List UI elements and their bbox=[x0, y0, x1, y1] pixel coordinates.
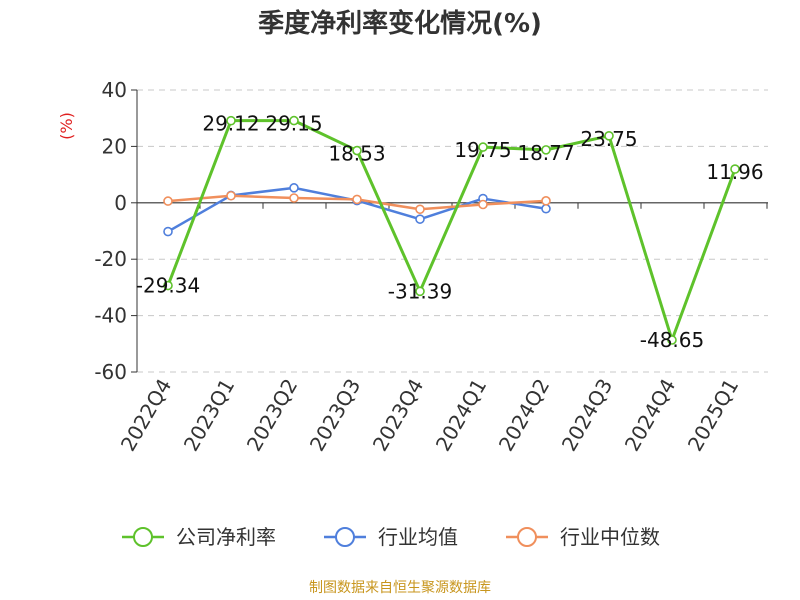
legend-label: 行业中位数 bbox=[560, 525, 660, 549]
source-note: 制图数据来自恒生聚源数据库 bbox=[309, 580, 491, 596]
legend-marker bbox=[133, 527, 153, 547]
x-tick-label: 2025Q1 bbox=[683, 375, 743, 456]
data-point bbox=[541, 203, 551, 214]
data-point bbox=[667, 335, 677, 345]
data-point bbox=[289, 193, 299, 203]
y-tick-label: 0 bbox=[114, 191, 127, 215]
x-tick-label: 2024Q2 bbox=[494, 375, 554, 456]
x-tick-label: 2023Q1 bbox=[179, 375, 239, 456]
data-label: 29.12 bbox=[202, 112, 259, 136]
data-point bbox=[478, 199, 488, 210]
data-point bbox=[352, 194, 362, 205]
y-axis-label: (%) bbox=[57, 112, 76, 140]
y-tick-label: -20 bbox=[94, 247, 127, 271]
x-tick-label: 2023Q4 bbox=[368, 375, 428, 456]
x-tick-label: 2024Q3 bbox=[557, 375, 617, 456]
data-point bbox=[352, 145, 362, 156]
y-tick-label: -40 bbox=[94, 304, 127, 328]
legend-label: 公司净利率 bbox=[176, 525, 276, 549]
data-point bbox=[478, 142, 488, 152]
data-label: -48.65 bbox=[640, 328, 704, 352]
data-label: 29.15 bbox=[265, 112, 322, 136]
series-layer bbox=[163, 115, 740, 345]
data-label: 18.77 bbox=[517, 141, 574, 165]
x-tick-label: 2024Q4 bbox=[620, 375, 680, 456]
x-tick-label: 2023Q2 bbox=[242, 375, 302, 456]
x-tick-label: 2023Q3 bbox=[305, 375, 365, 456]
series-line bbox=[167, 186, 547, 233]
series-line bbox=[166, 119, 737, 342]
data-label: 18.53 bbox=[328, 142, 385, 166]
legend-label: 行业均值 bbox=[378, 525, 458, 549]
x-tick-label: 2022Q4 bbox=[116, 375, 176, 456]
data-point bbox=[163, 196, 173, 206]
data-point bbox=[226, 190, 236, 201]
data-label: -29.34 bbox=[136, 274, 200, 298]
data-point bbox=[289, 183, 299, 193]
data-label: 23.75 bbox=[580, 127, 637, 151]
data-label: -31.39 bbox=[388, 279, 452, 303]
x-tick-label: 2024Q1 bbox=[431, 375, 491, 456]
data-point bbox=[415, 204, 425, 215]
data-point bbox=[541, 145, 551, 155]
legend-marker bbox=[335, 527, 355, 547]
data-point bbox=[415, 214, 425, 224]
data-point bbox=[226, 115, 236, 126]
data-point bbox=[730, 164, 740, 174]
data-label: 19.75 bbox=[454, 138, 511, 162]
data-point bbox=[604, 131, 614, 141]
data-label: 11.96 bbox=[706, 160, 763, 184]
chart-title: 季度净利率变化情况(%) bbox=[258, 8, 542, 39]
y-tick-label: 20 bbox=[102, 134, 127, 158]
legend-marker bbox=[517, 527, 537, 547]
data-point bbox=[541, 196, 551, 206]
y-tick-label: 40 bbox=[102, 78, 127, 102]
legend: 公司净利率 行业均值 行业中位数 bbox=[122, 525, 660, 549]
data-point bbox=[163, 226, 173, 237]
data-point bbox=[415, 286, 425, 297]
data-point bbox=[163, 280, 173, 291]
y-tick-label: -60 bbox=[94, 360, 127, 384]
data-point bbox=[289, 115, 299, 126]
